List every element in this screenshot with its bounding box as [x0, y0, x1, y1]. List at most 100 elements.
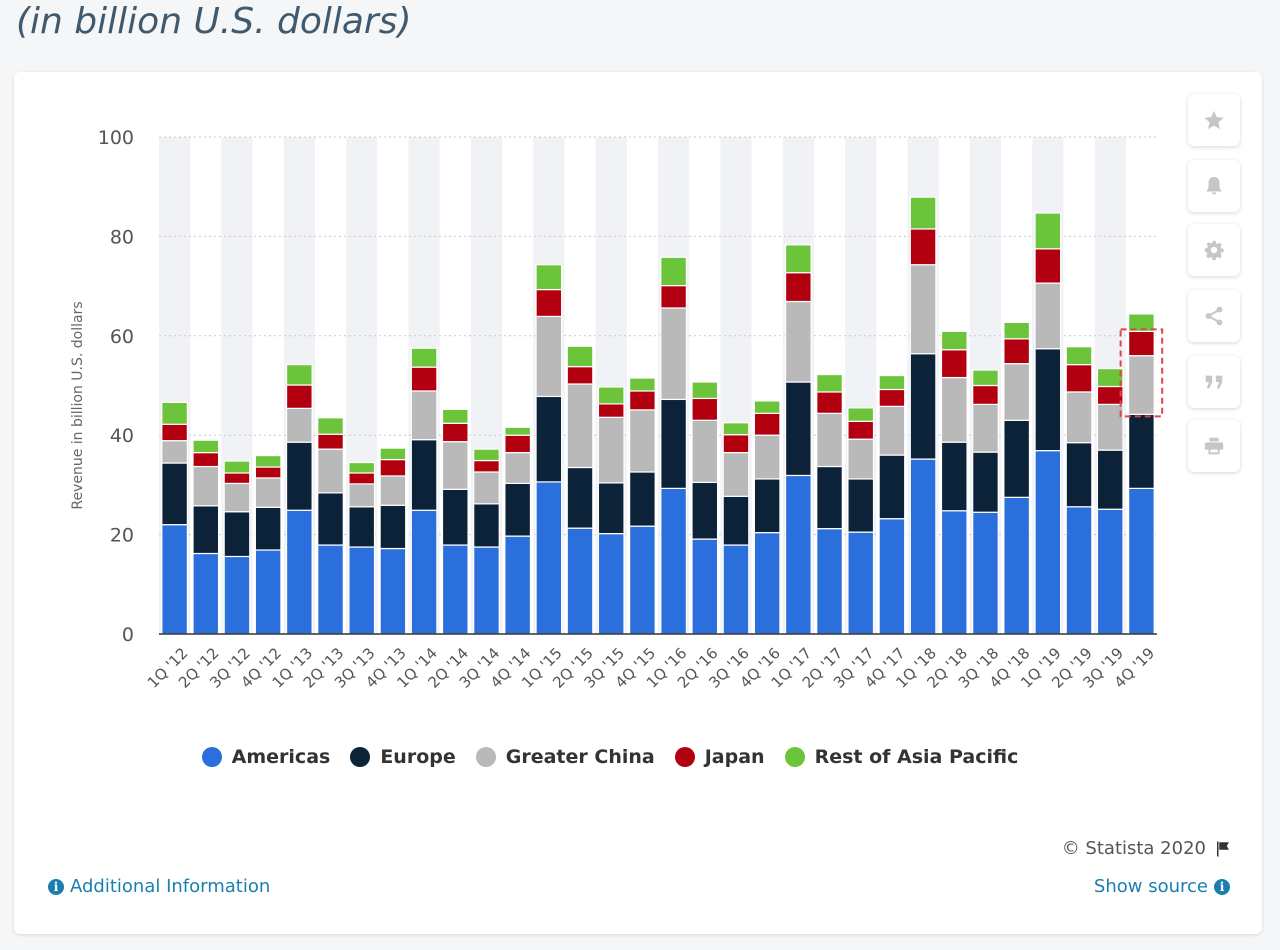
bar-segment — [909, 264, 937, 355]
bar-segment — [441, 408, 469, 424]
bar-segment — [1128, 487, 1155, 635]
chart-legend: Americas Europe Greater China Japan Rest… — [0, 746, 1220, 768]
legend-item-europe[interactable]: Europe — [350, 746, 456, 768]
y-tick-label: 100 — [98, 127, 134, 149]
bar-segment — [317, 544, 344, 635]
bar-segment — [597, 386, 625, 405]
settings-button[interactable] — [1188, 224, 1240, 276]
bar-segment — [566, 527, 594, 635]
bar-segment — [784, 272, 812, 303]
bar-segment — [379, 447, 407, 461]
bar-segment — [504, 451, 532, 485]
bar-segment — [192, 465, 220, 507]
share-button[interactable] — [1188, 290, 1240, 342]
legend-item-greater-china[interactable]: Greater China — [475, 746, 655, 768]
additional-information-label: Additional Information — [70, 876, 271, 897]
bar-segment — [504, 535, 532, 635]
legend-label: Greater China — [505, 746, 655, 768]
legend-item-americas[interactable]: Americas — [201, 746, 331, 768]
legend-label: Americas — [231, 746, 331, 768]
bar-segment — [161, 401, 188, 425]
show-source-label: Show source — [1093, 876, 1208, 897]
bar-segment — [348, 472, 376, 485]
print-button[interactable] — [1188, 420, 1240, 472]
bar-segment — [972, 369, 999, 387]
bar-segment — [629, 390, 656, 411]
bar-segment — [909, 228, 937, 266]
statista-credit[interactable]: © Statista 2020 — [1062, 838, 1232, 859]
bar-segment — [473, 471, 500, 505]
bar-segment — [878, 388, 906, 407]
legend-label: Europe — [380, 746, 456, 768]
bar-segment — [878, 405, 906, 456]
print-icon — [1204, 437, 1224, 455]
additional-information-link[interactable]: i Additional Information — [48, 876, 270, 897]
bar-segment — [753, 434, 781, 480]
credit-text: © Statista 2020 — [1061, 838, 1206, 859]
bar-segment — [1096, 403, 1124, 451]
bar-segment — [753, 412, 781, 436]
info-icon: i — [48, 878, 64, 895]
y-tick-label: 60 — [110, 326, 134, 348]
notification-button[interactable] — [1188, 160, 1240, 212]
bar-segment — [1003, 321, 1031, 340]
bar-segment — [940, 510, 968, 635]
bar-segment — [722, 544, 750, 635]
bar-segment — [441, 544, 469, 635]
legend-swatch — [674, 747, 695, 767]
bar-segment — [753, 400, 781, 414]
bar-segment — [940, 349, 968, 379]
bar-segment — [379, 475, 407, 506]
bar-segment — [629, 525, 656, 635]
legend-item-rest-of-asia-pacific[interactable]: Rest of Asia Pacific — [784, 746, 1018, 768]
bar-segment — [1096, 385, 1124, 405]
quote-icon — [1205, 375, 1223, 389]
bar-segment — [597, 403, 625, 418]
bar-segment — [1065, 442, 1093, 508]
bar-segment — [660, 398, 687, 489]
bar-segment — [597, 416, 625, 484]
bar-segment — [473, 546, 500, 635]
bar-segment — [722, 434, 750, 454]
bar-segment — [285, 441, 313, 511]
cite-button[interactable] — [1188, 356, 1240, 408]
bar-segment — [379, 547, 407, 635]
bar-segment — [909, 353, 937, 460]
bar-segment — [1128, 355, 1155, 415]
bar-segment — [1096, 449, 1124, 510]
legend-swatch — [350, 747, 371, 767]
bar-segment — [317, 492, 344, 546]
bar-segment — [161, 462, 188, 526]
bar-segment — [816, 391, 843, 414]
y-tick-label: 40 — [110, 425, 134, 447]
bar-segment — [473, 459, 500, 473]
bar-segment — [691, 397, 719, 421]
bar-segment — [535, 315, 563, 398]
bar-segment — [535, 395, 563, 483]
bar-segment — [972, 403, 999, 453]
bar-segment — [940, 376, 968, 443]
bar-segment — [254, 506, 282, 551]
page-subtitle: (in billion U.S. dollars) — [16, 1, 412, 42]
bar-segment — [1065, 364, 1093, 393]
show-source-link[interactable]: Show source i — [1094, 876, 1230, 897]
legend-swatch — [475, 747, 496, 767]
bar-segment — [254, 549, 282, 635]
highlight-box — [1119, 328, 1164, 418]
bar-segment — [348, 461, 376, 474]
bar-segment — [1065, 346, 1093, 366]
legend-item-japan[interactable]: Japan — [674, 746, 765, 768]
share-icon — [1205, 306, 1223, 326]
bar-segment — [1034, 248, 1062, 284]
bar-segment — [473, 503, 500, 548]
star-icon — [1204, 110, 1224, 130]
bar-segment — [223, 472, 251, 485]
favorite-button[interactable] — [1188, 94, 1240, 146]
bar-segment — [784, 474, 812, 635]
bar-segment — [1096, 508, 1124, 635]
bar-segment — [192, 552, 220, 635]
bar-segment — [504, 426, 532, 436]
bar-segment — [597, 533, 625, 635]
bar-segment — [161, 524, 188, 635]
